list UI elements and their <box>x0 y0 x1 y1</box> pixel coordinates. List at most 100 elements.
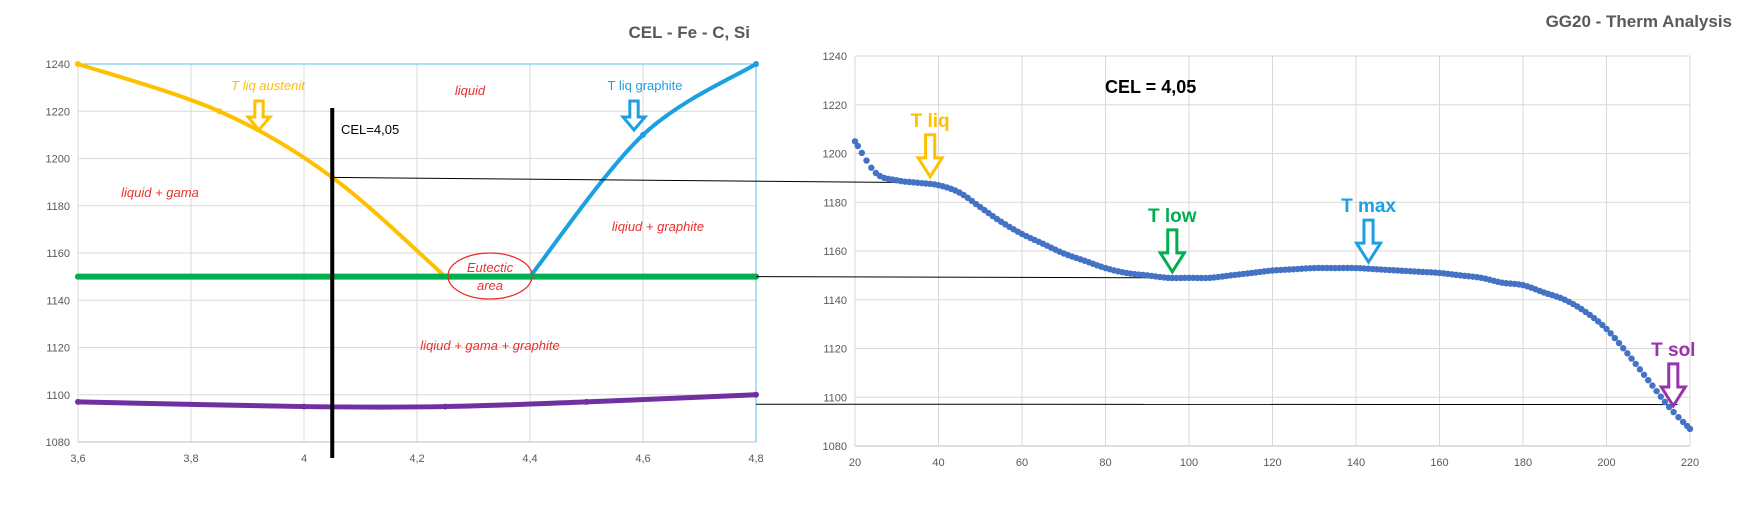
right-series-point-187 <box>1632 360 1639 368</box>
left-y-tick-1: 1220 <box>46 106 70 118</box>
left-series-3-point-2 <box>442 403 449 410</box>
eutectic-label-line2: area <box>477 278 503 293</box>
right-series-point-186 <box>1628 355 1635 362</box>
region-liquid: liquid <box>455 83 486 98</box>
left-x-tick-2: 4 <box>301 453 307 465</box>
eutectic-label-line1: Eutectic <box>467 260 514 275</box>
left-chart-series <box>75 61 759 458</box>
right-series-point-200 <box>1686 425 1694 433</box>
right-series-point-182 <box>1611 334 1619 342</box>
right-x-tick-6: 140 <box>1347 457 1365 469</box>
left-y-tick-2: 1200 <box>46 154 70 166</box>
left-x-tick-0: 3,6 <box>70 453 85 465</box>
annotation-arrow-3 <box>1658 362 1689 409</box>
left-y-tick-8: 1080 <box>46 437 70 449</box>
annotation-arrow-0 <box>915 133 945 180</box>
right-x-tick-8: 180 <box>1514 457 1532 469</box>
right-series-point-191 <box>1649 382 1656 389</box>
right-series-point-197 <box>1675 413 1682 421</box>
series-label-t-liq-austenit: T liq austenit <box>231 78 306 93</box>
left-series-0-point-0 <box>75 61 81 67</box>
left-chart-title: CEL - Fe - C, Si <box>628 23 750 42</box>
left-y-tick-4: 1160 <box>46 248 70 260</box>
region-liquid-gama-graphite: liqiud + gama + graphite <box>420 338 559 353</box>
right-x-tick-7: 160 <box>1430 457 1448 469</box>
right-series-point-194 <box>1661 398 1669 406</box>
right-x-tick-2: 60 <box>1016 457 1028 469</box>
right-x-tick-1: 40 <box>932 457 944 469</box>
region-liquid-gama: liquid + gama <box>121 185 199 200</box>
right-series-point-198 <box>1679 418 1687 426</box>
right-y-tick-8: 1080 <box>823 441 847 453</box>
right-x-tick-5: 120 <box>1263 457 1281 469</box>
right-series-point-178 <box>1594 318 1602 325</box>
arrow-t-liq-austenit <box>244 99 274 133</box>
annotation-label-1: T low <box>1148 206 1197 227</box>
right-series-point-2 <box>858 149 866 157</box>
cel-marker-label: CEL=4,05 <box>341 122 399 137</box>
annotation-label-0: T liq <box>911 111 950 132</box>
right-x-tick-0: 20 <box>849 457 861 469</box>
right-x-tick-3: 80 <box>1099 457 1111 469</box>
arrow-t-liq-graphite <box>619 99 649 133</box>
right-series-point-1 <box>854 142 862 150</box>
left-x-tick-3: 4,2 <box>409 453 424 465</box>
left-x-tick-6: 4,8 <box>748 453 763 465</box>
left-x-tick-4: 4,4 <box>522 453 537 465</box>
right-chart-labels: CEL = 4,05 T liq T low T max T sol <box>911 77 1695 409</box>
region-liquid-graphite: liqiud + graphite <box>612 219 704 234</box>
right-x-tick-4: 100 <box>1180 457 1198 469</box>
right-y-tick-0: 1240 <box>823 51 847 63</box>
right-y-tick-7: 1100 <box>823 392 847 404</box>
left-y-tick-0: 1240 <box>46 59 70 71</box>
right-series-point-180 <box>1603 325 1610 333</box>
left-series-1-point-2 <box>753 61 759 67</box>
right-series-point-189 <box>1640 371 1648 378</box>
right-series-point-0 <box>851 138 859 145</box>
right-x-tick-10: 220 <box>1681 457 1699 469</box>
left-series-3-point-3 <box>583 398 590 405</box>
right-series-point-3 <box>863 157 870 164</box>
right-y-tick-3: 1180 <box>823 197 847 209</box>
left-series-3-point-1 <box>301 403 307 410</box>
right-series-point-179 <box>1599 321 1606 329</box>
connector-lines <box>332 176 1678 406</box>
right-series-point-193 <box>1657 393 1664 400</box>
annotation-arrow-2 <box>1353 218 1384 265</box>
right-y-tick-2: 1200 <box>823 149 847 161</box>
left-series-0-point-1 <box>216 108 223 115</box>
right-series-point-185 <box>1624 350 1631 357</box>
eutectic-ellipse <box>447 252 533 300</box>
series-label-t-liq-graphite: T liq graphite <box>608 78 683 93</box>
annotation-label-2: T max <box>1341 196 1396 217</box>
right-y-tick-5: 1140 <box>823 295 847 307</box>
right-series-point-190 <box>1645 376 1652 384</box>
connector-line-1 <box>755 276 1173 279</box>
left-x-tick-1: 3,8 <box>183 453 198 465</box>
left-y-tick-6: 1120 <box>46 343 70 355</box>
annotation-arrow-1 <box>1157 228 1188 275</box>
connector-line-0 <box>332 176 931 184</box>
annotation-label-3: T sol <box>1651 340 1695 361</box>
right-y-tick-4: 1160 <box>823 246 847 258</box>
left-y-tick-3: 1180 <box>46 201 70 213</box>
right-series-point-183 <box>1615 339 1623 347</box>
right-chart-title: GG20 - Therm Analysis <box>1546 12 1732 31</box>
left-series-3-point-0 <box>75 398 81 405</box>
right-y-tick-6: 1120 <box>823 344 847 356</box>
right-y-tick-1: 1220 <box>823 100 847 112</box>
right-x-tick-9: 200 <box>1597 457 1615 469</box>
right-chart-grid <box>854 55 1691 447</box>
right-series-point-4 <box>868 164 875 171</box>
left-series-1-point-1 <box>640 131 646 138</box>
right-series-point-184 <box>1620 345 1627 352</box>
left-chart-labels: liquid liquid + gama liqiud + graphite l… <box>121 78 704 353</box>
right-series-point-181 <box>1607 330 1614 337</box>
right-series-point-196 <box>1670 408 1677 416</box>
left-series-line-0 <box>76 62 448 279</box>
left-y-tick-5: 1140 <box>46 295 70 307</box>
cel-value-label: CEL = 4,05 <box>1105 77 1196 97</box>
